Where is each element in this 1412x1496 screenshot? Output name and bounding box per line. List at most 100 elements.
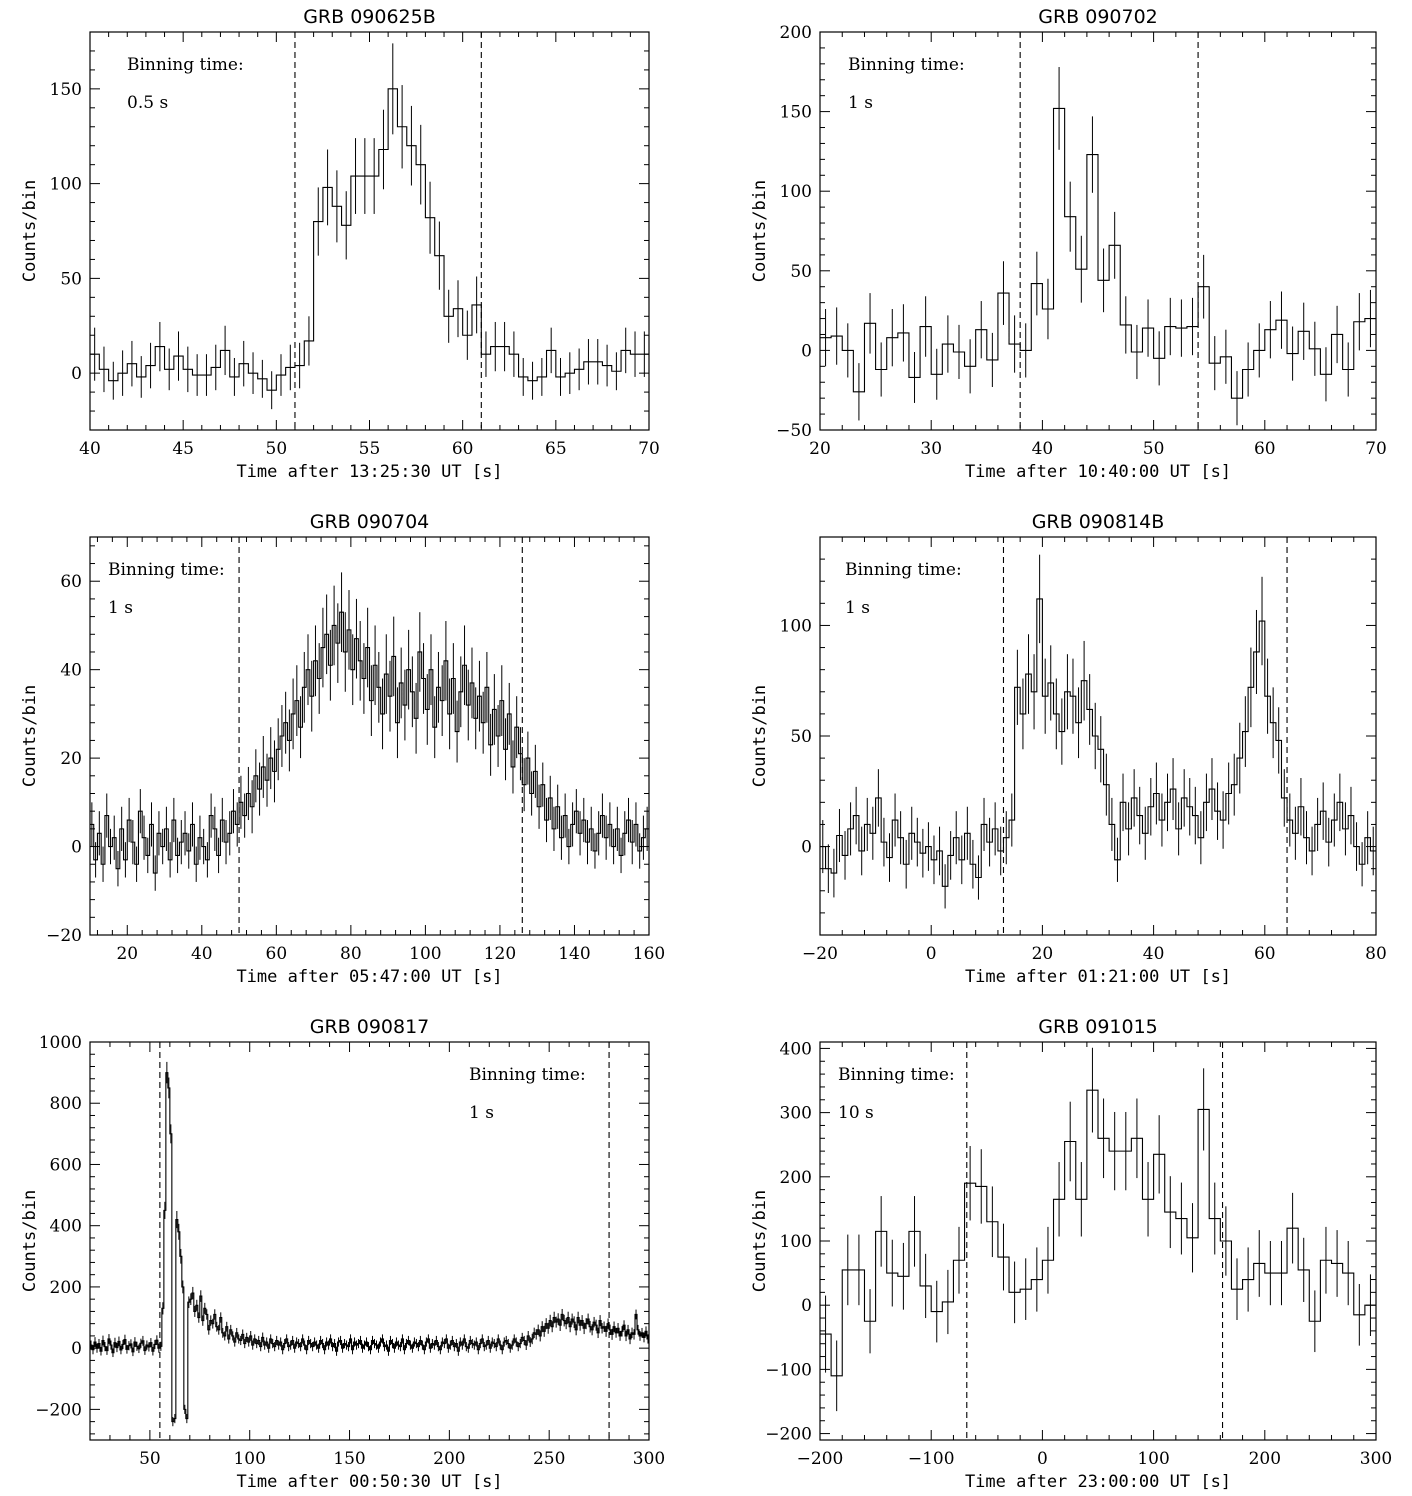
x-tick-label: 250 [533,1449,565,1469]
x-tick-label: 300 [1360,1449,1392,1469]
y-tick-label: −100 [765,1360,812,1380]
y-tick-label: 200 [780,23,812,43]
x-tick-label: 40 [1032,439,1054,459]
x-tick-label: 70 [638,439,660,459]
panel-4: −20 0 20 40 60 80 0 50 100 GRB 090814B Time after … [750,511,1387,987]
y-tick-label: 50 [790,262,812,282]
y-axis-label: Counts/bin [750,1190,770,1292]
x-tick-label: 60 [266,944,288,964]
x-tick-label: −20 [802,944,838,964]
x-tick-label: 40 [79,439,101,459]
x-tick-label: 100 [409,944,441,964]
x-tick-label: 20 [1032,944,1054,964]
panel-6: −200 −100 0 100 200 300 −200 −100 0 100 200 300 400 G… [750,1016,1392,1492]
x-tick-label: 60 [1254,439,1276,459]
y-tick-label: −200 [765,1425,812,1445]
x-axis-label: Time after 01:21:00 UT [s] [965,967,1231,987]
x-axis-label: Time after 10:40:00 UT [s] [965,462,1231,482]
binning-time-label: Binning time: [108,560,225,580]
y-tick-label: −200 [35,1400,82,1420]
binning-time-value: 0.5 s [127,93,168,113]
x-tick-label: 200 [1249,1449,1281,1469]
y-tick-label: 400 [780,1039,812,1059]
error-bars [825,1047,1371,1412]
x-axis-label: Time after 05:47:00 UT [s] [236,967,502,987]
error-bars [825,67,1371,426]
chart-title: GRB 090704 [310,511,430,533]
chart-title: GRB 091015 [1038,1016,1158,1038]
y-tick-label: 800 [50,1094,82,1114]
y-tick-label: 300 [780,1104,812,1124]
x-tick-label: −200 [797,1449,844,1469]
y-tick-label: 60 [60,572,82,592]
x-tick-label: 40 [1143,944,1165,964]
x-tick-label: 300 [633,1449,665,1469]
x-tick-label: 55 [359,439,381,459]
light-curve-histogram [90,88,649,391]
x-tick-label: 20 [809,439,831,459]
x-tick-label: 45 [172,439,194,459]
plot-frame [89,31,650,431]
y-axis-label: Counts/bin [20,180,40,282]
plot-frame [89,1041,650,1441]
y-tick-label: 100 [50,175,82,195]
y-tick-label: 0 [801,1296,812,1316]
binning-time-value: 10 s [838,1103,874,1123]
y-tick-label: 1000 [39,1033,82,1053]
y-tick-label: 100 [780,1232,812,1252]
y-tick-label: 200 [50,1278,82,1298]
y-tick-label: 150 [50,80,82,100]
x-tick-label: 150 [333,1449,365,1469]
x-tick-label: 70 [1365,439,1387,459]
x-tick-label: 0 [926,944,937,964]
x-tick-label: 140 [558,944,590,964]
y-tick-label: 100 [780,616,812,636]
y-tick-label: 0 [71,1339,82,1359]
error-bars [822,554,1374,909]
binning-time-value: 1 s [848,93,873,113]
panel-3: 20 40 60 80 100 120 140 160 −20 0 20 40 60 GRB 090704… [20,511,665,987]
chart-title: GRB 090625B [303,6,436,28]
x-tick-label: 20 [116,944,138,964]
panel-1: 40 45 50 55 60 65 70 0 50 100 150 GRB 090625B Time a… [20,6,660,482]
x-tick-label: 0 [1037,1449,1048,1469]
x-tick-label: 30 [920,439,942,459]
x-tick-label: 100 [233,1449,265,1469]
binning-time-label: Binning time: [469,1065,586,1085]
x-tick-label: 120 [484,944,516,964]
x-tick-label: 50 [266,439,288,459]
x-tick-label: 60 [452,439,474,459]
y-axis-label: Counts/bin [750,685,770,787]
y-tick-label: 50 [790,727,812,747]
panel-2: 20 30 40 50 60 70 −50 0 50 100 150 200 GRB 090702 Tim… [750,6,1387,482]
binning-time-value: 1 s [845,598,870,618]
x-tick-label: 160 [633,944,665,964]
error-bars [94,43,645,410]
plot-frame [819,31,1377,431]
y-tick-label: 20 [60,749,82,769]
y-tick-label: −20 [46,926,82,946]
x-tick-label: 50 [139,1449,161,1469]
y-tick-label: 40 [60,661,82,681]
light-curve-histogram [820,1089,1376,1377]
x-axis-label: Time after 23:00:00 UT [s] [965,1472,1231,1492]
error-bars [91,572,648,891]
x-tick-label: 50 [1143,439,1165,459]
x-tick-label: 60 [1254,944,1276,964]
chart-title: GRB 090814B [1032,511,1165,533]
y-tick-label: 0 [71,838,82,858]
x-axis-label: Time after 00:50:30 UT [s] [236,1472,502,1492]
y-axis-label: Counts/bin [20,1190,40,1292]
chart-title: GRB 090702 [1038,6,1158,28]
x-tick-label: 65 [545,439,567,459]
x-tick-label: 80 [1365,944,1387,964]
x-tick-label: −100 [908,1449,955,1469]
y-tick-label: 0 [71,364,82,384]
error-bars [90,1061,649,1427]
binning-time-value: 1 s [469,1103,494,1123]
y-tick-label: 50 [60,269,82,289]
binning-time-label: Binning time: [848,55,965,75]
y-tick-label: 0 [801,838,812,858]
y-axis-label: Counts/bin [750,180,770,282]
